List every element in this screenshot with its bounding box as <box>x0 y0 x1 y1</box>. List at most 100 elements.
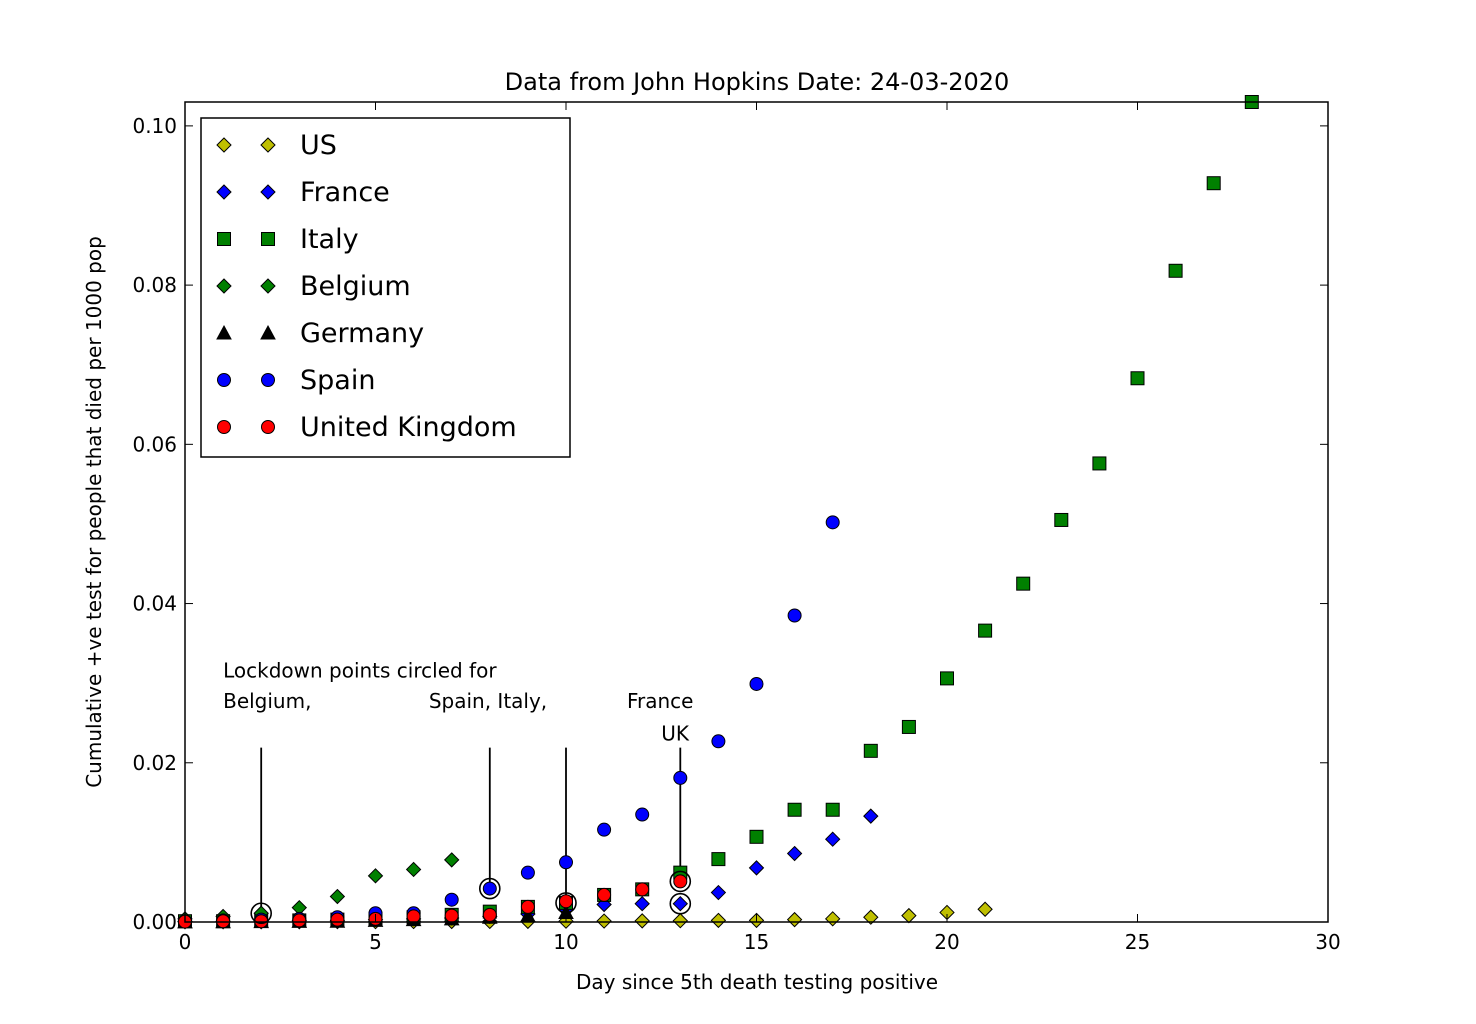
legend-entry: US <box>216 130 337 161</box>
data-point <box>787 802 802 817</box>
data-point <box>711 852 726 867</box>
legend-marker <box>261 373 275 387</box>
data-point <box>597 822 612 837</box>
data-point <box>824 831 841 847</box>
series-united-kingdom <box>178 874 688 929</box>
data-point <box>329 888 346 905</box>
y-tick-label: 0.08 <box>132 273 177 297</box>
data-point <box>635 882 650 897</box>
legend-marker <box>261 232 275 246</box>
data-point <box>977 901 993 917</box>
lockdown-circle <box>478 877 501 900</box>
legend-entry: Germany <box>216 318 424 349</box>
legend-marker <box>260 137 276 153</box>
legend-label: Germany <box>300 318 424 349</box>
data-point <box>254 914 269 929</box>
data-point <box>635 807 650 822</box>
data-point <box>1206 176 1221 191</box>
y-tick-label: 0.04 <box>132 592 177 616</box>
data-point <box>863 909 879 925</box>
lockdown-circle <box>669 870 692 893</box>
data-point <box>863 743 878 758</box>
x-tick-label: 10 <box>553 930 578 954</box>
data-point <box>520 865 535 880</box>
annotation-text: UK <box>661 721 690 745</box>
data-point <box>634 913 650 929</box>
data-point <box>673 874 688 889</box>
data-point <box>520 899 535 914</box>
x-tick-label: 20 <box>934 930 959 954</box>
legend-label: Italy <box>300 224 359 255</box>
legend-entry: Belgium <box>216 271 411 302</box>
data-point <box>786 845 803 862</box>
legend-marker <box>216 278 232 294</box>
data-point <box>863 808 879 824</box>
data-point <box>1168 263 1183 278</box>
legend-marker <box>217 373 231 387</box>
data-point <box>673 770 688 785</box>
data-point <box>596 913 612 929</box>
annotation-text: Lockdown points circled for <box>223 659 497 683</box>
legend-label: Belgium <box>300 271 411 302</box>
y-tick-label: 0.06 <box>132 432 177 456</box>
data-point <box>672 895 689 912</box>
legend-marker <box>260 184 276 200</box>
data-point <box>748 860 765 876</box>
legend-marker <box>261 420 275 434</box>
data-point <box>1092 456 1107 471</box>
axis-ticks: 0 5 10 15 20 25 30 0.00 0.02 0.04 0.06 0.08 0.10 <box>132 102 1341 954</box>
legend-label: Spain <box>300 365 375 396</box>
x-tick-label: 0 <box>179 930 192 954</box>
data-point <box>710 884 727 901</box>
data-point <box>901 719 916 734</box>
data-point <box>710 912 727 929</box>
data-point <box>711 734 726 749</box>
data-point <box>559 894 573 909</box>
x-tick-label: 5 <box>369 930 382 954</box>
data-point <box>634 895 650 912</box>
y-tick-label: 0.00 <box>132 910 177 934</box>
legend-marker <box>216 137 232 153</box>
data-point <box>444 908 459 923</box>
legend-label: France <box>300 177 390 208</box>
data-point <box>482 881 497 896</box>
x-axis-label: Day since 5th death testing positive <box>576 970 938 994</box>
data-point <box>940 671 954 686</box>
x-tick-label: 15 <box>744 930 769 954</box>
data-point <box>597 887 612 902</box>
legend-label: United Kingdom <box>300 412 517 443</box>
data-point <box>559 855 573 870</box>
data-point <box>749 676 764 691</box>
legend-marker <box>217 420 231 434</box>
data-point <box>786 911 803 928</box>
legend-entry: France <box>216 177 390 208</box>
legend-marker <box>216 184 232 200</box>
annotation-text: France <box>627 689 694 713</box>
y-axis-label: Cumulative +ve test for people that died… <box>82 236 106 788</box>
data-point <box>216 914 231 929</box>
data-point <box>482 907 497 922</box>
x-tick-label: 25 <box>1125 930 1150 954</box>
data-point <box>787 608 802 623</box>
data-point <box>330 912 345 927</box>
legend-entry: Italy <box>217 224 359 255</box>
legend-marker <box>260 324 276 340</box>
data-point <box>406 909 421 924</box>
data-point <box>1016 576 1031 591</box>
y-tick-label: 0.10 <box>132 114 177 138</box>
chart-title: Data from John Hopkins Date: 24-03-2020 <box>505 68 1010 96</box>
legend-marker <box>217 232 231 246</box>
legend-label: US <box>300 130 337 161</box>
x-tick-label: 30 <box>1315 930 1340 954</box>
lockdown-circle <box>555 892 577 914</box>
data-point <box>444 892 459 907</box>
legend-marker <box>216 324 232 340</box>
data-point <box>1130 371 1145 386</box>
legend: US France Italy Belgium Germany Spain United K… <box>200 117 571 458</box>
lockdown-circle <box>250 902 273 925</box>
lockdown-circle <box>669 892 692 915</box>
data-point <box>978 623 993 638</box>
data-point <box>749 829 764 844</box>
annotation-text: Belgium, <box>223 689 311 713</box>
legend-marker <box>260 278 276 294</box>
